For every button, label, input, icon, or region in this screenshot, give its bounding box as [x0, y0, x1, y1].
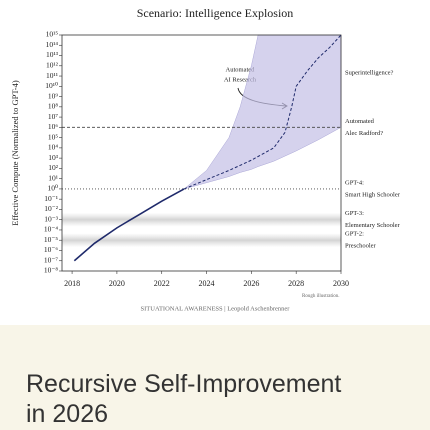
- y-tick-label: 10⁻⁷: [44, 255, 58, 264]
- level-label: GPT-3:: [345, 210, 364, 217]
- x-tick-label: 2022: [154, 279, 170, 288]
- caption: Recursive Self-Improvement in 2026: [26, 370, 342, 428]
- y-tick-label: 10¹⁵: [46, 30, 59, 39]
- y-tick-label: 10¹⁰: [45, 81, 58, 90]
- chart-title: Scenario: Intelligence Explosion: [137, 6, 294, 20]
- y-tick-label: 10¹³: [46, 50, 59, 59]
- level-shade: [62, 233, 341, 248]
- y-tick-label: 10¹⁴: [46, 40, 59, 49]
- y-tick-label: 10¹: [48, 173, 58, 182]
- x-tick-label: 2024: [199, 279, 215, 288]
- level-label: Automated: [345, 118, 375, 125]
- y-tick-label: 10¹¹: [46, 71, 58, 80]
- y-tick-label: 10⁻⁶: [44, 245, 58, 254]
- x-tick-label: 2018: [64, 279, 80, 288]
- uncertainty-band: [183, 34, 342, 190]
- y-tick-label: 10⁻²: [44, 204, 58, 213]
- y-tick-label: 10⁻³: [44, 214, 58, 223]
- level-label: Alec Radford?: [345, 130, 383, 137]
- y-tick-label: 10⁻⁴: [44, 225, 58, 234]
- x-tick-label: 2020: [109, 279, 125, 288]
- y-tick-label: 10⁻⁵: [44, 235, 58, 244]
- y-tick-label: 10⁰: [47, 184, 58, 193]
- y-tick-label: 10²: [48, 163, 59, 172]
- annotation: Automated: [226, 66, 256, 73]
- y-tick-label: 10⁷: [48, 112, 59, 121]
- y-tick-label: 10⁶: [48, 122, 59, 131]
- series-line: [73, 188, 185, 262]
- y-tick-label: 10⁻¹: [44, 194, 58, 203]
- y-tick-label: 10⁴: [48, 143, 59, 152]
- x-tick-label: 2030: [333, 279, 349, 288]
- level-label: Elementary Schooler: [345, 222, 401, 229]
- level-label: Preschooler: [345, 243, 377, 250]
- annotation: AI Research: [224, 76, 257, 83]
- y-tick-label: 10⁹: [48, 91, 59, 100]
- level-label: Smart High Schooler: [345, 191, 401, 198]
- plot-frame: [61, 34, 342, 272]
- chart: Scenario: Intelligence Explosion Effecti…: [10, 6, 401, 313]
- level-shade: [62, 212, 341, 227]
- y-axis-title: Effective Compute (Normalized to GPT-4): [10, 80, 20, 226]
- source: SITUATIONAL AWARENESS | Leopold Aschenbr…: [141, 305, 291, 312]
- y-tick-label: 10⁸: [48, 102, 59, 111]
- x-tick-label: 2026: [243, 279, 259, 288]
- y-tick-label: 10⁻⁸: [44, 266, 58, 275]
- y-tick-label: 10⁵: [48, 132, 59, 141]
- x-tick-label: 2028: [288, 279, 304, 288]
- level-label: GPT-2:: [345, 231, 364, 238]
- level-label: Superintelligence?: [345, 69, 393, 76]
- caption-panel: Recursive Self-Improvement in 2026: [0, 325, 430, 430]
- y-tick-label: 10³: [48, 153, 59, 162]
- series-line: [183, 34, 342, 190]
- level-label: GPT-4:: [345, 179, 364, 186]
- note: Rough illustration.: [302, 294, 340, 299]
- y-tick-label: 10¹²: [46, 61, 59, 70]
